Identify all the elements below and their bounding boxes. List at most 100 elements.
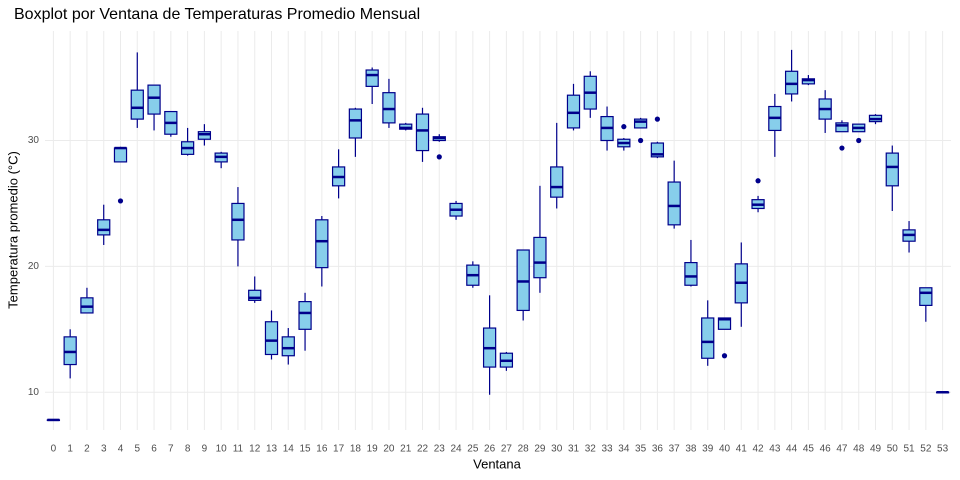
x-tick-label: 17 [333, 444, 345, 455]
x-tick-label: 28 [518, 444, 530, 455]
box [231, 202, 245, 241]
x-tick-label: 4 [118, 444, 124, 455]
x-tick-label: 15 [299, 444, 311, 455]
box [533, 236, 547, 279]
box [784, 70, 799, 95]
outlier [638, 137, 644, 144]
box [248, 289, 262, 301]
y-axis-label: Temperatura promedio (°C) [5, 151, 20, 309]
box [365, 69, 379, 87]
x-tick-label: 12 [249, 444, 261, 455]
outlier [436, 154, 442, 160]
x-tick-label: 19 [367, 444, 379, 455]
box [348, 108, 363, 139]
outlier [721, 353, 728, 359]
box [63, 336, 77, 366]
box [281, 336, 295, 357]
x-tick-label: 40 [719, 444, 731, 455]
x-tick-label: 35 [635, 444, 647, 455]
box [885, 152, 899, 187]
x-tick-label: 42 [752, 444, 764, 455]
y-tick-label: 10 [28, 387, 40, 398]
box [566, 94, 581, 129]
outlier [117, 198, 124, 204]
x-tick-label: 14 [283, 444, 295, 455]
x-tick-label: 22 [417, 444, 429, 455]
x-tick-label: 26 [484, 444, 496, 455]
box [298, 301, 312, 330]
box [667, 181, 681, 226]
x-tick-label: 38 [685, 444, 697, 455]
x-tick-label: 51 [903, 444, 915, 455]
x-tick-label: 25 [467, 444, 479, 455]
x-tick-label: 24 [450, 444, 462, 455]
x-tick-label: 31 [568, 444, 580, 455]
outlier [856, 137, 862, 144]
box [415, 113, 430, 152]
x-tick-label: 50 [887, 444, 899, 455]
x-tick-label: 39 [702, 444, 714, 455]
x-tick-label: 11 [233, 444, 244, 455]
x-tick-label: 37 [669, 444, 681, 455]
x-tick-label: 29 [534, 444, 546, 455]
x-tick-label: 33 [601, 444, 613, 455]
box [919, 287, 933, 306]
chart-title: Boxplot por Ventana de Temperaturas Prom… [14, 6, 420, 23]
x-tick-label: 45 [803, 444, 815, 455]
x-tick-label: 8 [185, 444, 191, 455]
y-tick-label: 20 [28, 261, 40, 272]
box [80, 297, 94, 314]
x-tick-label: 23 [434, 444, 446, 455]
x-tick-label: 7 [168, 444, 174, 455]
box [113, 147, 128, 163]
box [382, 92, 396, 124]
x-tick-label: 9 [202, 444, 208, 455]
box [97, 219, 111, 236]
y-tick-label: 30 [28, 135, 40, 146]
x-tick-label: 5 [134, 444, 140, 455]
x-tick-label: 21 [400, 444, 412, 455]
x-tick-label: 46 [820, 444, 832, 455]
x-tick-label: 13 [266, 444, 278, 455]
x-axis-label: Ventana [473, 456, 521, 471]
outlier [654, 116, 660, 122]
outlier [755, 178, 761, 184]
box [516, 249, 530, 312]
x-tick-label: 32 [585, 444, 597, 455]
x-tick-label: 6 [151, 444, 157, 455]
x-tick-label: 18 [350, 444, 362, 455]
outlier [839, 145, 845, 151]
box [701, 317, 715, 359]
outlier [621, 124, 627, 130]
x-tick-label: 16 [316, 444, 328, 455]
x-tick-label: 36 [652, 444, 664, 455]
box [717, 317, 732, 330]
x-tick-label: 34 [618, 444, 630, 455]
x-tick-label: 3 [101, 444, 107, 455]
x-tick-label: 2 [84, 444, 90, 455]
box [264, 321, 279, 356]
x-tick-label: 27 [501, 444, 513, 455]
box [684, 261, 698, 286]
x-tick-label: 30 [551, 444, 563, 455]
x-tick-label: 1 [67, 444, 73, 455]
box [197, 131, 212, 140]
box [147, 84, 161, 115]
x-tick-label: 43 [769, 444, 781, 455]
x-tick-label: 0 [51, 444, 57, 455]
box [801, 78, 816, 85]
x-tick-label: 44 [786, 444, 798, 455]
x-tick-label: 41 [736, 444, 748, 455]
box [399, 123, 413, 130]
x-tick-label: 52 [920, 444, 932, 455]
x-tick-label: 10 [216, 444, 228, 455]
x-tick-label: 20 [383, 444, 395, 455]
x-tick-label: 49 [870, 444, 882, 455]
x-tick-label: 47 [836, 444, 848, 455]
x-tick-label: 48 [853, 444, 865, 455]
x-tick-label: 53 [937, 444, 949, 455]
box [835, 122, 849, 133]
box [130, 89, 144, 120]
box [550, 166, 564, 198]
